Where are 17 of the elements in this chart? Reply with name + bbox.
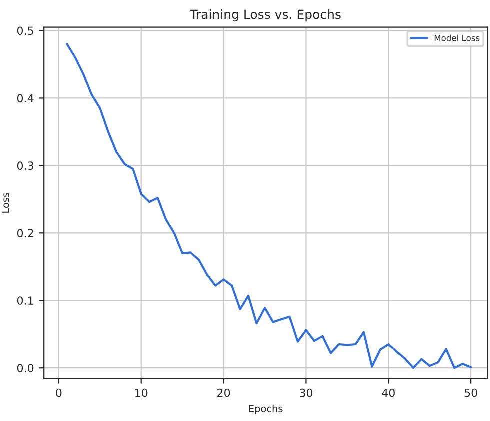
legend-label: Model Loss [434,34,480,42]
chart-title: Training Loss vs. Epochs [190,10,341,22]
x-tick-label: 0 [56,388,62,398]
y-tick-label: 0.5 [17,26,34,36]
y-tick-label: 0.1 [17,296,34,306]
y-tick-label: 0.0 [17,364,34,372]
x-tick-label: 50 [464,388,478,398]
x-tick-label: 40 [382,388,395,398]
x-tick-label: 20 [218,388,230,398]
line-series [66,43,472,370]
y-axis-title: Loss [2,192,10,213]
x-tick-label: 30 [300,388,313,398]
y-tick-label: 0.2 [17,229,34,238]
x-tick-label: 10 [136,388,148,398]
y-tick-label: 0.3 [17,162,34,170]
y-tick-label: 0.4 [17,94,34,103]
x-axis-title: Epochs [249,404,283,414]
